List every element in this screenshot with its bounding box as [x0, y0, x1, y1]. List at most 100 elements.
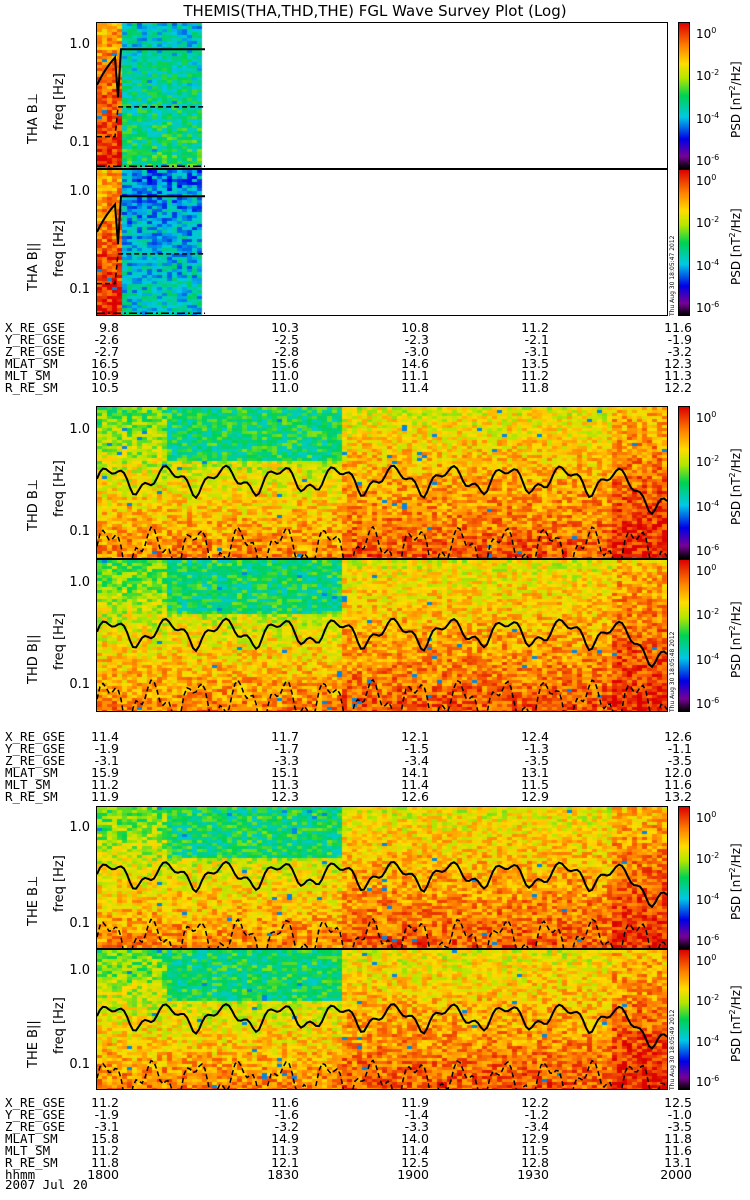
ephemeris-value: -1.1 [667, 741, 692, 756]
ephemeris-row-label: Y_RE_GSE [5, 1107, 66, 1122]
freq-line-solid [97, 617, 667, 669]
panel-1-ylabel: THA B⊥ [26, 93, 41, 144]
ephemeris-value: 11.0 [271, 368, 299, 383]
ephemeris-row-label: MLAT_SM [5, 356, 58, 371]
panel-4-ylabel: THD B|| [26, 634, 41, 684]
spectrogram-heatmap [97, 407, 667, 558]
ephemeris-value: 11.9 [401, 1095, 429, 1110]
colorbar-1 [678, 22, 690, 169]
freq-tick: 0.1 [69, 524, 90, 540]
freq-line-dashed [97, 253, 205, 285]
ephemeris-value: 11.2 [91, 1095, 119, 1110]
freq-tick: 1.0 [69, 421, 90, 437]
freq-tick: 0.1 [69, 916, 90, 932]
ephemeris-value: 12.9 [521, 1131, 549, 1146]
colorbar-3 [678, 406, 690, 559]
ephemeris-value: 12.5 [401, 1155, 429, 1170]
ephemeris-value: 11.2 [521, 320, 549, 335]
ephemeris-value: 14.9 [271, 1131, 299, 1146]
ephemeris-value: 2000 [660, 1167, 692, 1182]
colorbar-tick: 10-2 [696, 607, 720, 623]
ephemeris-value: 11.5 [521, 777, 549, 792]
colorbar-tick: 100 [696, 26, 717, 41]
panel-5-ylabel: THE B⊥ [26, 875, 41, 925]
ephemeris-value: 11.7 [271, 729, 299, 744]
timestamp-stamp: Thu Aug 30 18:05:48 2012 [669, 631, 676, 712]
ephemeris-row-label: Y_RE_GSE [5, 741, 66, 756]
ephemeris-value: 9.8 [99, 320, 119, 335]
panel-3-freq-label: freq [Hz] [52, 459, 67, 517]
ephemeris-row-label: MLT_SM [5, 368, 51, 383]
spectrogram-panel-6 [96, 949, 668, 1090]
panel-2-freq-label: freq [Hz] [52, 219, 67, 277]
ephemeris-value: 10.9 [91, 368, 119, 383]
ephemeris-row-label: Y_RE_GSE [5, 332, 66, 347]
ephemeris-value: 12.2 [521, 1095, 549, 1110]
ephemeris-value: -3.5 [667, 753, 692, 768]
ephemeris-value: -3.3 [404, 1119, 429, 1134]
ephemeris-row-label: R_RE_SM [5, 1155, 58, 1170]
colorbar-label: PSD [nT2/Hz] [728, 207, 743, 285]
colorbar-tick: 10-4 [696, 1033, 720, 1049]
freq-tick: 0.1 [69, 677, 90, 693]
ephemeris-value: 11.2 [91, 1143, 119, 1158]
colorbar-tick: 10-4 [696, 110, 720, 126]
ephemeris-value: 11.1 [401, 368, 429, 383]
ephemeris-row-label: X_RE_GSE [5, 1095, 66, 1110]
ephemeris-row-label: hhmm [5, 1167, 36, 1182]
ephemeris-value: 11.8 [521, 380, 549, 395]
ephemeris-value: -1.7 [274, 741, 299, 756]
ephemeris-value: 14.1 [401, 765, 429, 780]
ephemeris-value: 11.2 [521, 368, 549, 383]
ephemeris-value: 1830 [267, 1167, 299, 1182]
spectrogram-heatmap [97, 560, 667, 711]
freq-line-dashed [97, 917, 667, 948]
panel-component-label: THA B⊥ [26, 92, 41, 144]
spectrogram-panel-2 [96, 169, 668, 316]
colorbar-label: PSD [nT2/Hz] [728, 60, 743, 138]
ephemeris-row-label: X_RE_GSE [5, 320, 66, 335]
freq-tick: 0.1 [69, 135, 90, 151]
timestamp-stamp: Thu Aug 30 18:05:47 2012 [669, 235, 676, 316]
freq-tick: 1.0 [69, 574, 90, 590]
colorbar-tick: 10-2 [696, 993, 720, 1009]
ephemeris-value: 10.5 [91, 380, 119, 395]
ephemeris-value: -3.4 [524, 1119, 549, 1134]
colorbar-tick: 10-6 [696, 300, 720, 315]
ephemeris-value: 11.2 [91, 777, 119, 792]
ephemeris-row-label: MLT_SM [5, 1143, 51, 1158]
ephemeris-row-label: MLAT_SM [5, 765, 58, 780]
ephemeris-value: 12.1 [401, 729, 429, 744]
ephemeris-value: 11.6 [664, 1143, 692, 1158]
freq-line-solid [97, 48, 205, 98]
colorbar-tick: 10-2 [696, 851, 720, 866]
frequency-lines [97, 464, 667, 558]
ephemeris-value: -1.4 [404, 1107, 429, 1122]
spectrogram-heatmap [97, 170, 667, 315]
freq-line-solid [97, 1002, 667, 1050]
colorbar-tick: 10-4 [696, 651, 720, 667]
date-label: 2007 Jul 20 [5, 1177, 88, 1192]
panel-component-label: THA B|| [26, 242, 41, 291]
ephemeris-value: 13.2 [664, 789, 692, 804]
freq-tick: 0.1 [69, 1057, 90, 1073]
frequency-lines [97, 48, 205, 168]
ephemeris-value: 14.6 [401, 356, 429, 371]
ephemeris-value: -2.3 [404, 332, 429, 347]
ephemeris-value: -1.2 [524, 1107, 549, 1122]
ephemeris-value: -3.2 [274, 1119, 299, 1134]
panel-component-label: THD B⊥ [26, 478, 41, 531]
ephemeris-value: -1.3 [524, 741, 549, 756]
freq-line-solid [97, 860, 667, 909]
colorbar-label: PSD [nT2/Hz] [728, 600, 743, 678]
ephemeris-value: 15.1 [271, 765, 299, 780]
ephemeris-value: 1800 [87, 1167, 119, 1182]
freq-tick: 0.1 [69, 282, 90, 298]
colorbar-tick: 10-4 [696, 892, 720, 907]
ephemeris-value: -3.2 [667, 344, 692, 359]
ephemeris-value: -2.6 [94, 332, 119, 347]
ephemeris-row-label: R_RE_SM [5, 380, 58, 395]
ephemeris-value: 11.9 [91, 789, 119, 804]
spectrogram-heatmap [97, 23, 667, 168]
panel-4-freq-label: freq [Hz] [52, 612, 67, 670]
